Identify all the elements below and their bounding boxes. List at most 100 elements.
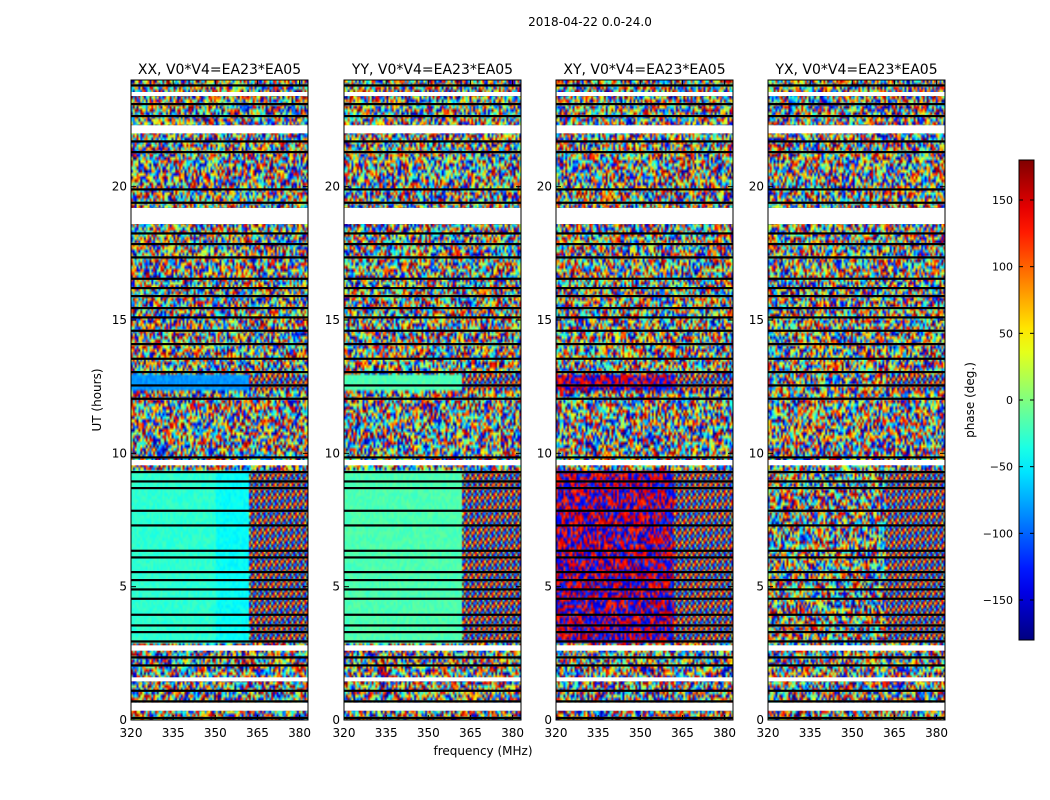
- flag-line: [131, 509, 308, 512]
- flag-line: [556, 277, 733, 280]
- panel-frame: [555, 79, 734, 721]
- colorbar-tick-label: 100: [992, 261, 1013, 274]
- flag-line: [344, 357, 521, 360]
- flag-line: [131, 640, 308, 643]
- flag-line: [344, 316, 521, 319]
- flag-line: [131, 549, 308, 552]
- panel-yx: YX, V0*V4=EA23*EA05 320 335 350 365 380 0 5 10 15…: [749, 62, 948, 740]
- flag-line: [556, 471, 733, 474]
- x-tick-label: 365: [671, 726, 694, 740]
- y-tick-label: 15: [325, 313, 340, 327]
- flag-line: [131, 480, 308, 483]
- flag-line: [768, 84, 945, 87]
- flag-line: [556, 287, 733, 290]
- panel-frame: [767, 79, 946, 721]
- x-tick-label: 320: [757, 726, 780, 740]
- x-tick-label: 335: [375, 726, 398, 740]
- flag-line: [768, 656, 945, 659]
- flag-line: [344, 716, 521, 720]
- flag-line: [344, 384, 521, 387]
- flag-line: [344, 84, 521, 87]
- flagged-band: [556, 125, 733, 134]
- y-tick-label: 0: [756, 713, 764, 727]
- flag-line: [768, 613, 945, 616]
- flag-line: [344, 151, 521, 154]
- flag-line: [344, 579, 521, 582]
- y-tick-label: 15: [112, 313, 127, 327]
- flag-line: [768, 188, 945, 191]
- colorbar-tick-label: 0: [1006, 394, 1013, 407]
- flag-line: [768, 588, 945, 591]
- flag-line: [131, 307, 308, 310]
- flag-line: [344, 329, 521, 332]
- flag-line: [556, 556, 733, 559]
- flag-line: [768, 509, 945, 512]
- flag-line: [344, 624, 521, 627]
- flagged-band: [768, 702, 945, 711]
- flag-line: [131, 384, 308, 387]
- flag-line: [344, 243, 521, 246]
- flag-line: [131, 277, 308, 280]
- flag-line: [768, 232, 945, 235]
- flag-line: [768, 357, 945, 360]
- flag-line: [768, 371, 945, 374]
- panel-title: YX, V0*V4=EA23*EA05: [774, 62, 937, 78]
- panel-frame: [130, 79, 309, 721]
- flagged-band: [131, 460, 308, 466]
- flag-line: [768, 556, 945, 559]
- flag-line: [768, 329, 945, 332]
- flag-line: [131, 716, 308, 720]
- flag-line: [344, 115, 521, 118]
- flagged-band: [131, 677, 308, 682]
- flag-line: [344, 656, 521, 659]
- flag-line: [556, 579, 733, 582]
- x-tick-label: 350: [204, 726, 227, 740]
- flag-line: [131, 397, 308, 400]
- flag-line: [344, 103, 521, 106]
- flagged-band: [131, 208, 308, 224]
- flagged-band: [344, 92, 521, 96]
- flag-line: [556, 103, 733, 106]
- flag-line: [131, 84, 308, 87]
- flag-line: [344, 343, 521, 346]
- flag-line: [344, 471, 521, 474]
- y-tick-label: 20: [537, 180, 552, 194]
- flag-line: [768, 115, 945, 118]
- flag-line: [768, 243, 945, 246]
- x-tick-label: 380: [501, 726, 524, 740]
- colorbar-tick-label: 150: [992, 194, 1013, 207]
- flagged-band: [131, 645, 308, 651]
- figure-suptitle: 2018-04-22 0.0-24.0: [528, 15, 652, 29]
- flag-line: [768, 640, 945, 643]
- flagged-band: [556, 460, 733, 466]
- flag-line: [344, 524, 521, 527]
- flag-line: [556, 656, 733, 659]
- flag-line: [131, 140, 308, 143]
- flag-line: [556, 624, 733, 627]
- flag-line: [344, 371, 521, 374]
- flag-line: [556, 140, 733, 143]
- flag-line: [768, 103, 945, 106]
- flag-line: [556, 456, 733, 459]
- flag-line: [131, 456, 308, 459]
- flag-line: [344, 480, 521, 483]
- flagged-band: [556, 208, 733, 224]
- flag-line: [131, 471, 308, 474]
- flag-line: [768, 287, 945, 290]
- flag-line: [556, 640, 733, 643]
- x-tick-label: 365: [883, 726, 906, 740]
- flag-line: [131, 624, 308, 627]
- heatmap-image: [768, 80, 945, 720]
- flag-line: [131, 329, 308, 332]
- x-tick-label: 335: [587, 726, 610, 740]
- y-tick-label: 15: [537, 313, 552, 327]
- flag-line: [344, 689, 521, 692]
- y-tick-label: 5: [544, 580, 552, 594]
- flag-line: [344, 295, 521, 298]
- flag-line: [344, 307, 521, 310]
- flag-line: [556, 371, 733, 374]
- panel-xy: XY, V0*V4=EA23*EA05 320 335 350 365 380 0 5 10 15…: [537, 62, 736, 740]
- y-tick-label: 10: [749, 446, 764, 460]
- flag-line: [768, 397, 945, 400]
- x-tick-label: 380: [288, 726, 311, 740]
